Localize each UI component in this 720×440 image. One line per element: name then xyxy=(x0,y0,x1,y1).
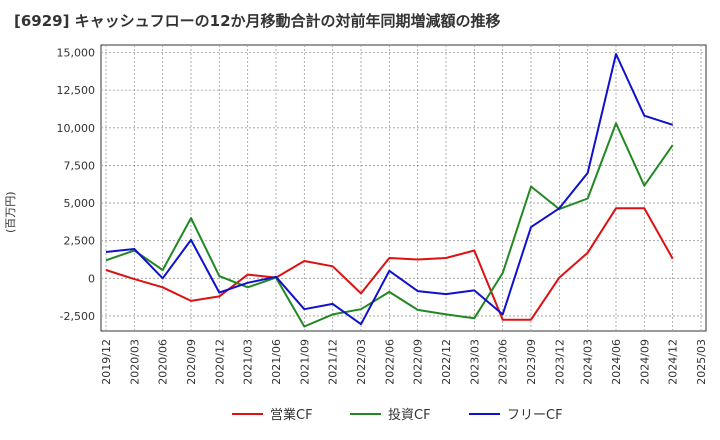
x-tick-label: 2023/06 xyxy=(497,339,510,385)
x-tick-label: 2021/03 xyxy=(242,339,255,385)
x-tick-label: 2021/12 xyxy=(327,339,340,385)
y-tick-label: 2,500 xyxy=(64,235,96,248)
y-tick-label: -2,500 xyxy=(60,310,95,323)
y-tick-label: 5,000 xyxy=(64,197,96,210)
series-line-1 xyxy=(105,207,674,321)
x-tick-label: 2022/06 xyxy=(383,339,396,385)
legend-label-2: 投資CF xyxy=(388,407,431,423)
x-tick-label: 2024/09 xyxy=(638,339,651,385)
x-tick-label: 2023/12 xyxy=(553,339,566,385)
x-tick-label: 2020/09 xyxy=(185,339,198,385)
chart-title: [6929] キャッシュフローの12か月移動合計の対前年同期増減額の推移 xyxy=(14,12,501,30)
x-tick-label: 2024/12 xyxy=(667,339,680,385)
x-tick-label: 2025/03 xyxy=(695,339,708,385)
plot-area xyxy=(100,44,707,332)
y-tick-label: 7,500 xyxy=(64,159,96,172)
series-line-2 xyxy=(105,122,674,328)
y-tick-label: 10,000 xyxy=(57,122,96,135)
legend-label-1: 営業CF xyxy=(270,407,313,423)
x-tick-label: 2022/03 xyxy=(355,339,368,385)
series-line-3 xyxy=(105,53,674,326)
x-tick-label: 2020/06 xyxy=(157,339,170,385)
x-tick-label: 2023/03 xyxy=(468,339,481,385)
x-tick-label: 2021/09 xyxy=(298,339,311,385)
x-tick-label: 2024/03 xyxy=(582,339,595,385)
x-tick-label: 2020/12 xyxy=(213,339,226,385)
x-tick-label: 2022/12 xyxy=(440,339,453,385)
x-tick-label: 2023/09 xyxy=(525,339,538,385)
x-tick-label: 2019/12 xyxy=(100,339,113,385)
x-tick-label: 2022/09 xyxy=(412,339,425,385)
legend-label-3: フリーCF xyxy=(507,408,563,423)
y-tick-label: 15,000 xyxy=(57,47,96,60)
x-tick-label: 2024/06 xyxy=(610,339,623,385)
x-tick-label: 2021/06 xyxy=(270,339,283,385)
y-tick-label: 0 xyxy=(88,272,95,285)
y-tick-label: 12,500 xyxy=(57,84,96,97)
x-tick-label: 2020/03 xyxy=(128,339,141,385)
